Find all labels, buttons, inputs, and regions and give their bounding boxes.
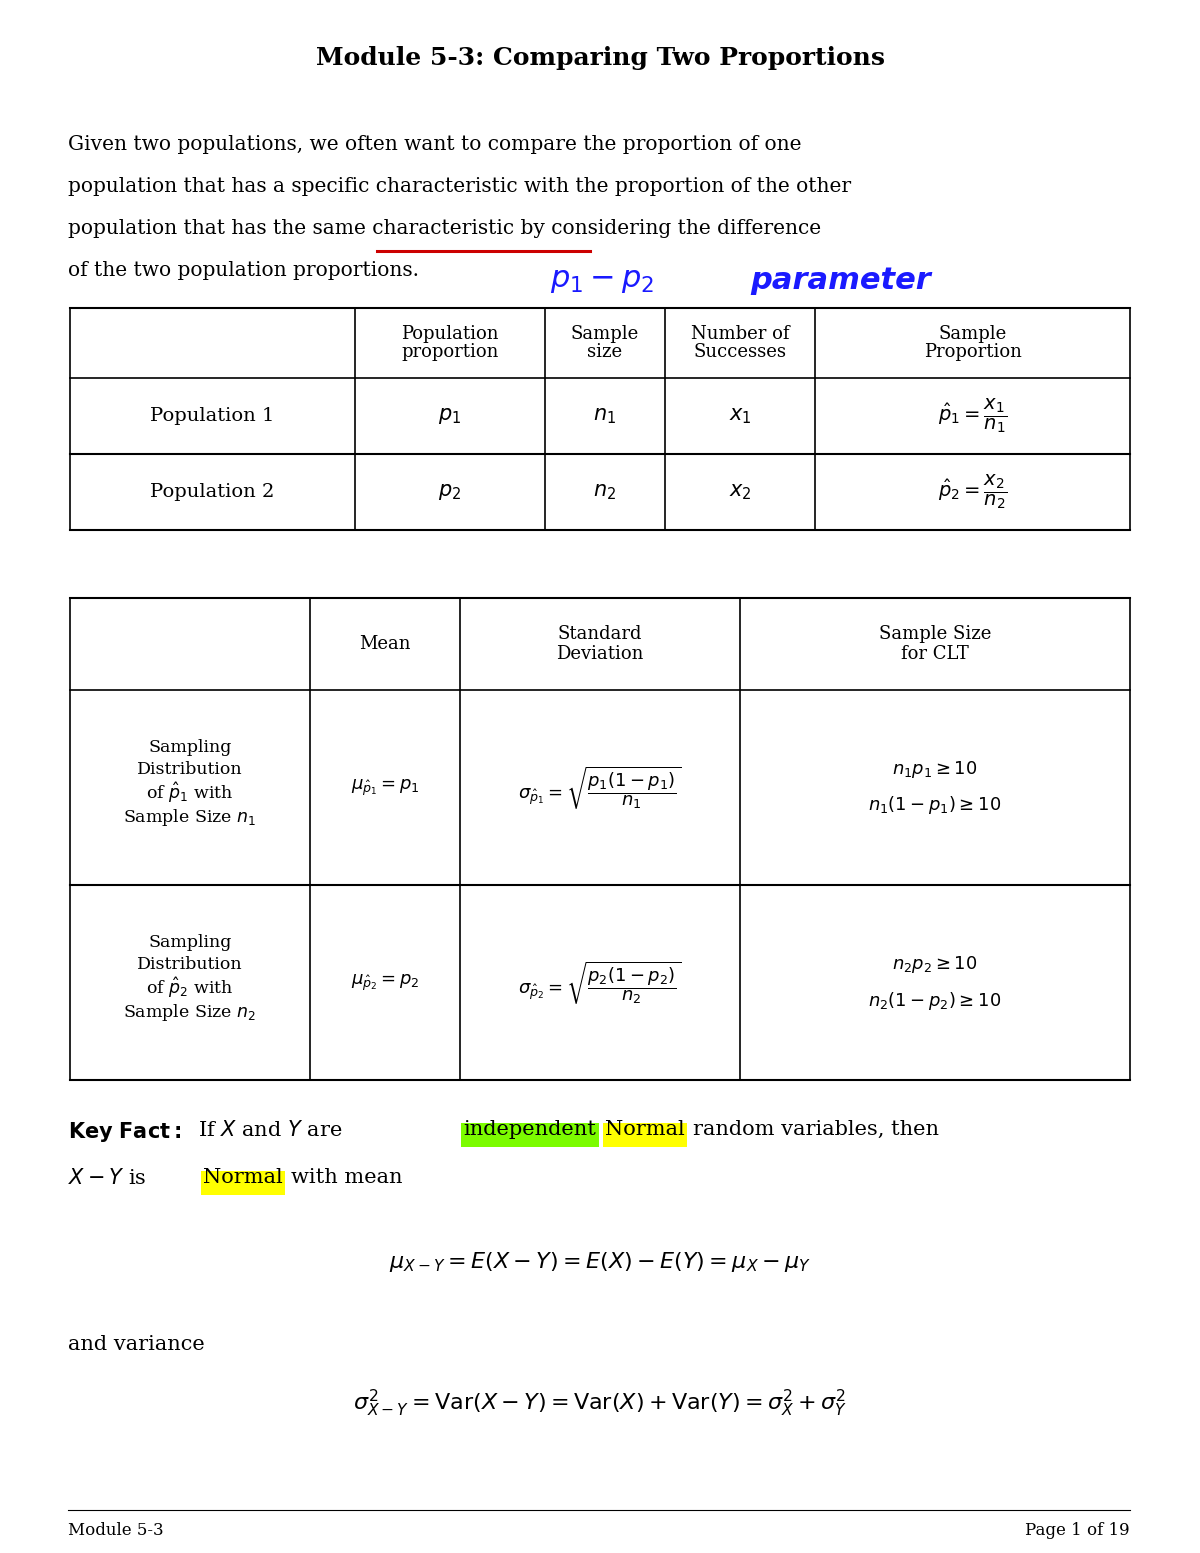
- Text: Sample Size $n_2$: Sample Size $n_2$: [124, 1002, 257, 1023]
- Text: $\mu_{X-Y} = E(X-Y) = E(X) - E(Y) = \mu_X - \mu_Y$: $\mu_{X-Y} = E(X-Y) = E(X) - E(Y) = \mu_…: [389, 1250, 811, 1273]
- Text: parameter: parameter: [750, 266, 931, 295]
- Text: $n_2(1-p_2) \geq 10$: $n_2(1-p_2) \geq 10$: [869, 989, 1002, 1011]
- Text: $x_2$: $x_2$: [728, 481, 751, 502]
- Text: $n_1(1-p_1) \geq 10$: $n_1(1-p_1) \geq 10$: [869, 795, 1002, 817]
- Text: Distribution: Distribution: [137, 957, 242, 974]
- Text: $p_1$: $p_1$: [438, 405, 462, 426]
- Text: and variance: and variance: [68, 1336, 205, 1354]
- Text: Module 5-3: Comparing Two Proportions: Module 5-3: Comparing Two Proportions: [316, 47, 884, 70]
- Text: $x_1$: $x_1$: [728, 407, 751, 426]
- Text: Deviation: Deviation: [557, 644, 643, 663]
- Text: $\sigma^2_{X-Y} = \mathrm{Var}(X-Y) = \mathrm{Var}(X) + \mathrm{Var}(Y) = \sigma: $\sigma^2_{X-Y} = \mathrm{Var}(X-Y) = \m…: [353, 1388, 847, 1419]
- Text: Sample Size: Sample Size: [878, 624, 991, 643]
- Text: Population 1: Population 1: [150, 407, 275, 426]
- Text: of $\hat{p}_2$ with: of $\hat{p}_2$ with: [146, 975, 234, 1000]
- Text: Population 2: Population 2: [150, 483, 275, 502]
- Text: Number of: Number of: [691, 325, 790, 343]
- Text: $n_2 p_2 \geq 10$: $n_2 p_2 \geq 10$: [893, 954, 978, 975]
- Text: $n_1$: $n_1$: [594, 407, 617, 426]
- Text: If $X$ and $Y$ are: If $X$ and $Y$ are: [198, 1120, 342, 1140]
- Text: population that has the same characteristic by considering the difference: population that has the same characteris…: [68, 219, 821, 238]
- Text: $X - Y$ is: $X - Y$ is: [68, 1168, 146, 1188]
- Text: $n_1 p_1 \geq 10$: $n_1 p_1 \geq 10$: [893, 759, 978, 780]
- Text: $n_2$: $n_2$: [594, 481, 617, 502]
- Text: $p_2$: $p_2$: [438, 481, 462, 502]
- Text: Normal: Normal: [605, 1120, 685, 1138]
- Text: of the two population proportions.: of the two population proportions.: [68, 261, 419, 280]
- Text: Sampling: Sampling: [149, 933, 232, 950]
- Text: $\sigma_{\hat{p}_2} = \sqrt{\dfrac{p_2(1-p_2)}{n_2}}$: $\sigma_{\hat{p}_2} = \sqrt{\dfrac{p_2(1…: [518, 960, 682, 1006]
- Text: $\hat{p}_2 = \dfrac{x_2}{n_2}$: $\hat{p}_2 = \dfrac{x_2}{n_2}$: [938, 472, 1007, 511]
- Text: proportion: proportion: [401, 343, 499, 360]
- Text: Sample: Sample: [938, 325, 1007, 343]
- Text: population that has a specific characteristic with the proportion of the other: population that has a specific character…: [68, 177, 851, 196]
- Bar: [202, 1171, 286, 1194]
- Text: Sample Size $n_1$: Sample Size $n_1$: [124, 808, 257, 828]
- Text: Proportion: Proportion: [924, 343, 1021, 360]
- Text: size: size: [588, 343, 623, 360]
- Text: $\mathbf{Key\ Fact:}$: $\mathbf{Key\ Fact:}$: [68, 1120, 181, 1145]
- Text: independent: independent: [463, 1120, 596, 1138]
- Text: Mean: Mean: [359, 635, 410, 652]
- Text: $\mu_{\hat{p}_1} = p_1$: $\mu_{\hat{p}_1} = p_1$: [350, 778, 419, 798]
- Text: Successes: Successes: [694, 343, 786, 360]
- Text: Standard: Standard: [558, 624, 642, 643]
- Bar: [461, 1123, 599, 1148]
- Text: random variables, then: random variables, then: [694, 1120, 940, 1138]
- Text: with mean: with mean: [292, 1168, 402, 1186]
- Text: $p_1 - p_2$: $p_1 - p_2$: [550, 266, 654, 295]
- Text: $\mu_{\hat{p}_2} = p_2$: $\mu_{\hat{p}_2} = p_2$: [350, 972, 419, 992]
- Text: Distribution: Distribution: [137, 761, 242, 778]
- Text: Sampling: Sampling: [149, 739, 232, 756]
- Text: Module 5-3: Module 5-3: [68, 1522, 163, 1539]
- Text: Sample: Sample: [571, 325, 640, 343]
- Text: Normal: Normal: [203, 1168, 283, 1186]
- Text: Given two populations, we often want to compare the proportion of one: Given two populations, we often want to …: [68, 135, 802, 154]
- Text: Population: Population: [401, 325, 499, 343]
- Text: $\hat{p}_1 = \dfrac{x_1}{n_1}$: $\hat{p}_1 = \dfrac{x_1}{n_1}$: [938, 396, 1007, 435]
- Text: for CLT: for CLT: [901, 644, 968, 663]
- Text: $\sigma_{\hat{p}_1} = \sqrt{\dfrac{p_1(1-p_1)}{n_1}}$: $\sigma_{\hat{p}_1} = \sqrt{\dfrac{p_1(1…: [518, 764, 682, 811]
- Text: Page 1 of 19: Page 1 of 19: [1025, 1522, 1130, 1539]
- Bar: [604, 1123, 686, 1148]
- Text: of $\hat{p}_1$ with: of $\hat{p}_1$ with: [146, 780, 234, 804]
